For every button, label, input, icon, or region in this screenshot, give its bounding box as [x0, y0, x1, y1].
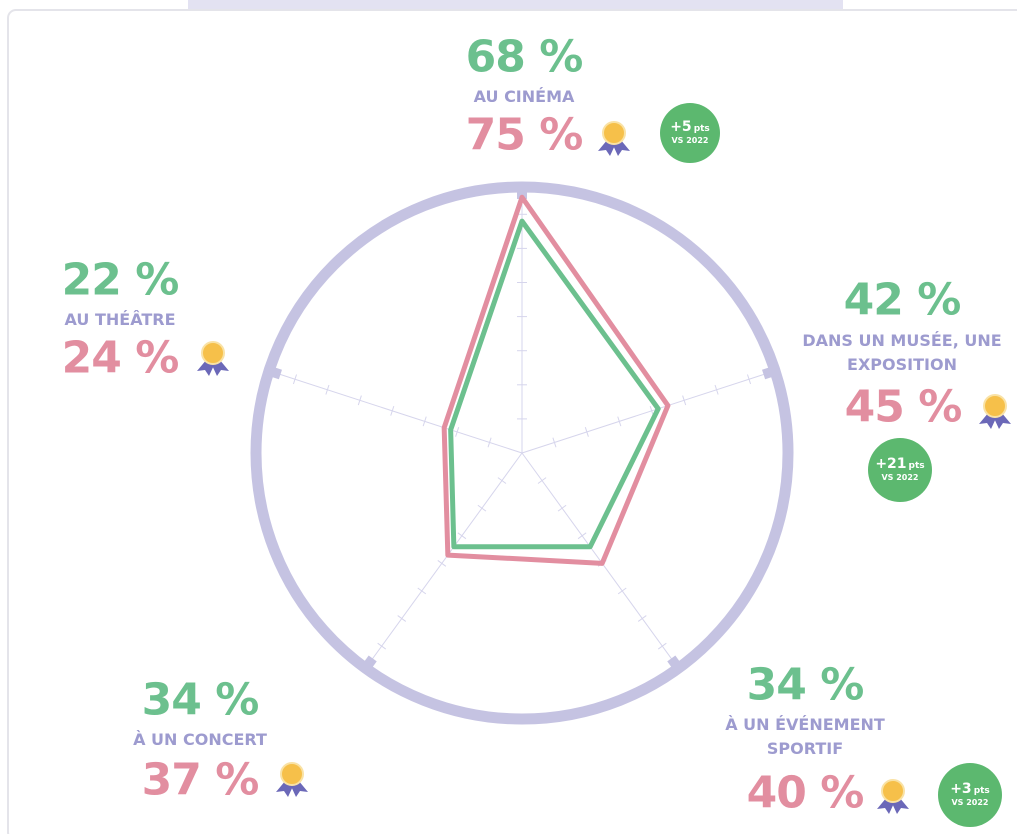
tick-mark	[552, 437, 557, 448]
spoke	[272, 371, 523, 454]
tick-mark	[537, 477, 547, 484]
medal-disc	[881, 779, 905, 803]
ring-notch	[667, 655, 685, 675]
tick-mark	[377, 642, 387, 650]
series-value-label: 34 %	[141, 674, 260, 726]
tick-mark	[357, 395, 362, 406]
spoke	[367, 452, 523, 666]
badge-unit: pts	[693, 124, 710, 134]
tick-mark	[390, 405, 395, 416]
series-value-label: 45 %	[844, 381, 963, 433]
ring-notch	[263, 364, 282, 380]
category-label: À UN CONCERT	[133, 730, 267, 749]
medal-disc	[983, 394, 1007, 418]
category-label: DANS UN MUSÉE, UNE EXPOSITION	[802, 331, 1002, 374]
series-value-label: 42 %	[843, 274, 962, 326]
badge-value: +3	[950, 781, 972, 797]
tick-mark	[457, 532, 467, 540]
tick-mark	[657, 642, 667, 650]
change-badge: +5 pts VS 2022	[660, 103, 720, 163]
tick-mark	[455, 427, 460, 437]
header-bar	[188, 0, 843, 10]
series-value-label: 37 %	[141, 754, 260, 806]
tick-mark	[497, 477, 507, 484]
tick-mark	[649, 405, 654, 416]
tick-mark	[437, 560, 447, 567]
tick-mark	[422, 416, 427, 427]
category-label: AU CINÉMA	[473, 87, 575, 106]
change-badge: +21 pts VS 2022	[868, 438, 932, 502]
series-value-label: 68 %	[465, 31, 584, 83]
series-value-label: 75 %	[465, 109, 584, 161]
medal-disc	[602, 121, 626, 145]
tick-mark	[577, 532, 587, 540]
tick-mark	[292, 374, 298, 385]
spoke	[521, 452, 677, 666]
tick-mark	[417, 587, 427, 595]
medal-icon	[197, 341, 229, 376]
medal-icon	[598, 121, 630, 156]
badge-note: VS 2022	[881, 473, 919, 482]
medal-disc	[201, 341, 225, 365]
medal-icon	[877, 779, 909, 814]
tick-mark	[617, 587, 627, 595]
medal-icon	[276, 762, 308, 797]
category-label: À UN ÉVÉNEMENT SPORTIF	[725, 715, 885, 758]
radar-line	[448, 218, 661, 550]
badge-value: +21	[875, 456, 907, 472]
ring-notch	[762, 364, 781, 380]
badge-note: VS 2022	[671, 136, 709, 145]
tick-mark	[487, 437, 492, 448]
tick-mark	[557, 504, 567, 512]
badge-line: +21 pts	[875, 457, 924, 473]
radar-line	[441, 194, 671, 566]
spoke	[521, 371, 772, 454]
tick-mark	[584, 427, 589, 437]
badge-value: +5	[670, 119, 692, 135]
card	[7, 9, 1017, 834]
badge-line: +5 pts	[670, 120, 710, 136]
medal-disc	[280, 762, 304, 786]
tick-mark	[637, 615, 647, 622]
series-value-label: 24 %	[61, 332, 180, 384]
tick-mark	[477, 504, 487, 512]
series-value-label: 22 %	[61, 254, 180, 306]
category-label: AU THÉÂTRE	[64, 310, 176, 329]
badge-note: VS 2022	[951, 798, 989, 807]
tick-mark	[397, 615, 407, 622]
series-value-label: 34 %	[746, 659, 865, 711]
badge-unit: pts	[973, 786, 990, 796]
ring-notch	[359, 655, 377, 675]
tick-mark	[714, 384, 719, 395]
tick-mark	[746, 374, 752, 385]
tick-mark	[617, 416, 622, 427]
change-badge: +3 pts VS 2022	[938, 763, 1002, 827]
badge-line: +3 pts	[950, 782, 990, 798]
tick-mark	[682, 395, 687, 406]
ring-notch	[517, 183, 527, 199]
tick-mark	[325, 384, 330, 395]
badge-unit: pts	[908, 461, 925, 471]
medal-icon	[979, 394, 1011, 429]
series-value-label: 40 %	[746, 767, 865, 819]
